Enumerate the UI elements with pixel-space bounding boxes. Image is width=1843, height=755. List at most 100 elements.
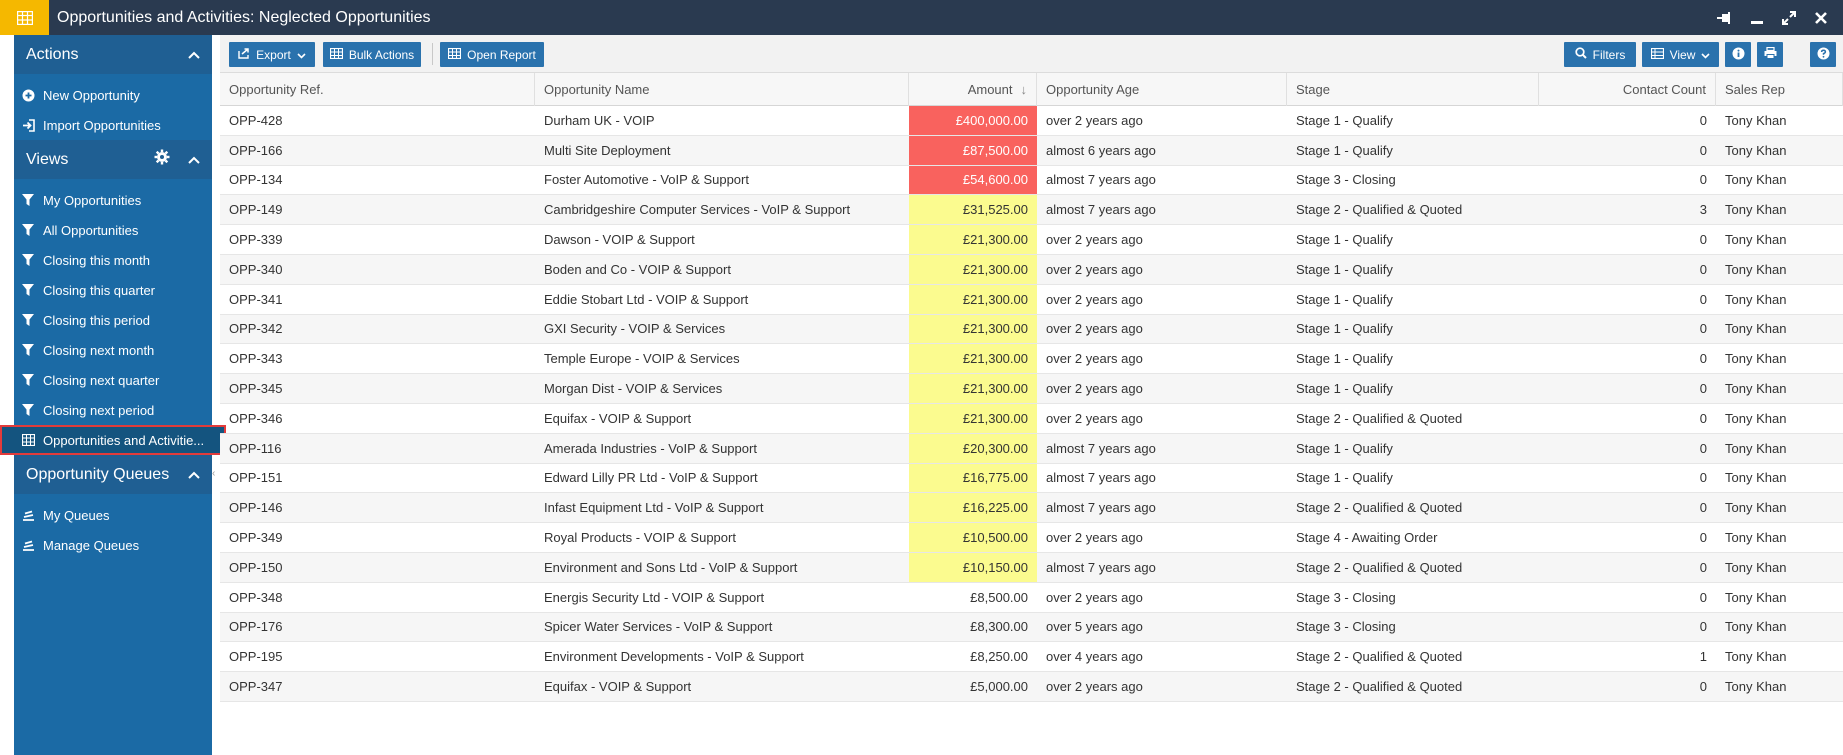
table-row[interactable]: OPP-146 Infast Equipment Ltd - VoIP & Sup… xyxy=(220,493,1843,524)
cell-amount: £16,225.00 xyxy=(909,493,1037,523)
sidebar-item-closing-this-quarter[interactable]: Closing this quarter xyxy=(14,275,212,305)
cell-stage: Stage 2 - Qualified & Quoted xyxy=(1296,559,1463,575)
filters-button[interactable]: Filters xyxy=(1564,42,1636,67)
table-row[interactable]: OPP-116 Amerada Industries - VoIP & Suppo… xyxy=(220,433,1843,464)
left-edge xyxy=(0,35,14,755)
table-row[interactable]: OPP-345 Morgan Dist - VOIP & Services £21,… xyxy=(220,374,1843,404)
cell-sales-rep: Tony Khan xyxy=(1725,589,1787,605)
table-row[interactable]: OPP-349 Royal Products - VOIP & Support £1… xyxy=(220,523,1843,553)
sidebar-item-my-opportunities[interactable]: My Opportunities xyxy=(14,185,212,215)
open-report-button[interactable]: Open Report xyxy=(440,42,544,67)
views-header[interactable]: Views xyxy=(14,140,212,179)
table-row[interactable]: OPP-343 Temple Europe - VOIP & Services £2… xyxy=(220,344,1843,375)
cell-sales-rep: Tony Khan xyxy=(1725,261,1787,277)
table-row[interactable]: OPP-341 Eddie Stobart Ltd - VOIP & Suppor… xyxy=(220,284,1843,315)
table-row[interactable]: OPP-195 Environment Developments - VoIP &… xyxy=(220,642,1843,673)
caret-down-icon xyxy=(1701,48,1710,62)
sidebar-item-closing-this-period[interactable]: Closing this period xyxy=(14,305,212,335)
sidebar-item-manage-queues[interactable]: Manage Queues xyxy=(14,530,212,560)
table-row[interactable]: OPP-340 Boden and Co - VOIP & Support £21,… xyxy=(220,254,1843,285)
column-header-contact-count[interactable]: Contact Count xyxy=(1539,73,1716,106)
filter-icon xyxy=(21,373,35,387)
sidebar-item-my-queues[interactable]: My Queues xyxy=(14,500,212,530)
sidebar-item-label: Closing this period xyxy=(43,312,150,328)
bulk-actions-button[interactable]: Bulk Actions xyxy=(323,42,421,67)
queue-icon xyxy=(21,538,35,552)
sidebar-item-label: Opportunities and Activitie... xyxy=(43,432,205,448)
toolbar: Export Bulk Actions Open Report Filters … xyxy=(220,35,1843,73)
sidebar-item-closing-next-quarter[interactable]: Closing next quarter xyxy=(14,365,212,395)
table-row[interactable]: OPP-428 Durham UK - VOIP £400,000.00 over 2… xyxy=(220,106,1843,136)
export-button[interactable]: Export xyxy=(229,42,315,67)
help-button[interactable] xyxy=(1810,42,1836,67)
table-row[interactable]: OPP-134 Foster Automotive - VoIP & Suppor… xyxy=(220,165,1843,196)
plus-circle-icon xyxy=(21,88,35,102)
print-icon xyxy=(1764,46,1777,62)
queues-header-label: Opportunity Queues xyxy=(26,465,170,483)
table-row[interactable]: OPP-166 Multi Site Deployment £87,500.00 al… xyxy=(220,135,1843,166)
sidebar-item-closing-next-period[interactable]: Closing next period xyxy=(14,395,212,425)
sidebar-item-opportunities-and-activities[interactable]: Opportunities and Activitie... xyxy=(0,425,226,455)
column-header-opportunity-ref[interactable]: Opportunity Ref. xyxy=(220,73,535,106)
chevron-up-icon[interactable] xyxy=(188,151,200,169)
cell-contact-count: 0 xyxy=(1699,530,1707,546)
view-button[interactable]: View xyxy=(1642,42,1719,67)
sidebar-item-label: My Opportunities xyxy=(43,192,142,208)
table-row[interactable]: OPP-150 Environment and Sons Ltd - VoIP &… xyxy=(220,552,1843,583)
info-button[interactable] xyxy=(1725,42,1751,67)
sidebar-item-new-opportunity[interactable]: New Opportunity xyxy=(14,80,212,110)
table-icon xyxy=(329,47,343,62)
queue-icon xyxy=(21,508,35,522)
cell-stage: Stage 1 - Qualify xyxy=(1296,381,1393,397)
cell-contact-count: 0 xyxy=(1699,679,1707,695)
cell-opportunity-name: Infast Equipment Ltd - VoIP & Support xyxy=(544,500,764,516)
column-header-sales-rep[interactable]: Sales Rep xyxy=(1716,73,1843,106)
cell-opportunity-name: Spicer Water Services - VoIP & Support xyxy=(544,619,773,635)
table-row[interactable]: OPP-348 Energis Security Ltd - VOIP & Sup… xyxy=(220,583,1843,613)
table-row[interactable]: OPP-346 Equifax - VOIP & Support £21,300.0… xyxy=(220,403,1843,434)
cell-amount: £8,300.00 xyxy=(970,619,1028,635)
table-row[interactable]: OPP-347 Equifax - VOIP & Support £5,000.00… xyxy=(220,672,1843,702)
cell-opportunity-age: almost 6 years ago xyxy=(1046,142,1156,158)
cell-opportunity-name: Durham UK - VOIP xyxy=(544,112,655,128)
cell-amount: £54,600.00 xyxy=(909,165,1037,195)
column-header-amount[interactable]: Amount ↓ xyxy=(909,73,1037,106)
toolbar-divider xyxy=(432,43,433,65)
cell-amount: £87,500.00 xyxy=(909,135,1037,165)
gear-icon[interactable] xyxy=(154,149,170,170)
sidebar-item-closing-next-month[interactable]: Closing next month xyxy=(14,335,212,365)
column-header-opportunity-age[interactable]: Opportunity Age xyxy=(1037,73,1287,106)
cell-opportunity-age: over 4 years ago xyxy=(1046,649,1143,665)
minimize-icon[interactable] xyxy=(1741,0,1773,35)
cell-opportunity-age: over 2 years ago xyxy=(1046,261,1143,277)
cell-stage: Stage 3 - Closing xyxy=(1296,619,1396,635)
column-header-opportunity-name[interactable]: Opportunity Name xyxy=(535,73,909,106)
column-header-stage[interactable]: Stage xyxy=(1287,73,1539,106)
cell-opportunity-age: almost 7 years ago xyxy=(1046,500,1156,516)
pin-icon[interactable] xyxy=(1709,0,1741,35)
column-header-label: Sales Rep xyxy=(1725,82,1785,97)
cell-stage: Stage 1 - Qualify xyxy=(1296,112,1393,128)
table-row[interactable]: OPP-149 Cambridgeshire Computer Services … xyxy=(220,195,1843,226)
cell-opportunity-age: over 2 years ago xyxy=(1046,112,1143,128)
chevron-up-icon[interactable] xyxy=(188,466,200,484)
print-button[interactable] xyxy=(1757,42,1783,67)
sidebar-item-all-opportunities[interactable]: All Opportunities xyxy=(14,215,212,245)
sidebar-item-label: Import Opportunities xyxy=(43,117,161,133)
filter-icon xyxy=(21,283,35,297)
table-row[interactable]: OPP-176 Spicer Water Services - VoIP & Su… xyxy=(220,612,1843,643)
chevron-up-icon[interactable] xyxy=(188,46,200,64)
collapse-handle-icon[interactable]: ‹ xyxy=(212,468,216,479)
table-row[interactable]: OPP-339 Dawson - VOIP & Support £21,300.00… xyxy=(220,225,1843,255)
sidebar-item-import-opportunities[interactable]: Import Opportunities xyxy=(14,110,212,140)
table-icon xyxy=(448,47,462,62)
table-row[interactable]: OPP-151 Edward Lilly PR Ltd - VoIP & Supp… xyxy=(220,463,1843,494)
table-row[interactable]: OPP-342 GXI Security - VOIP & Services £21… xyxy=(220,314,1843,345)
close-icon[interactable] xyxy=(1805,0,1837,35)
cell-opportunity-ref: OPP-342 xyxy=(229,321,283,337)
restore-icon[interactable] xyxy=(1773,0,1805,35)
actions-header[interactable]: Actions xyxy=(14,35,212,74)
opportunity-queues-header[interactable]: Opportunity Queues xyxy=(14,455,212,494)
column-header-label: Amount xyxy=(967,82,1013,97)
sidebar-item-closing-this-month[interactable]: Closing this month xyxy=(14,245,212,275)
